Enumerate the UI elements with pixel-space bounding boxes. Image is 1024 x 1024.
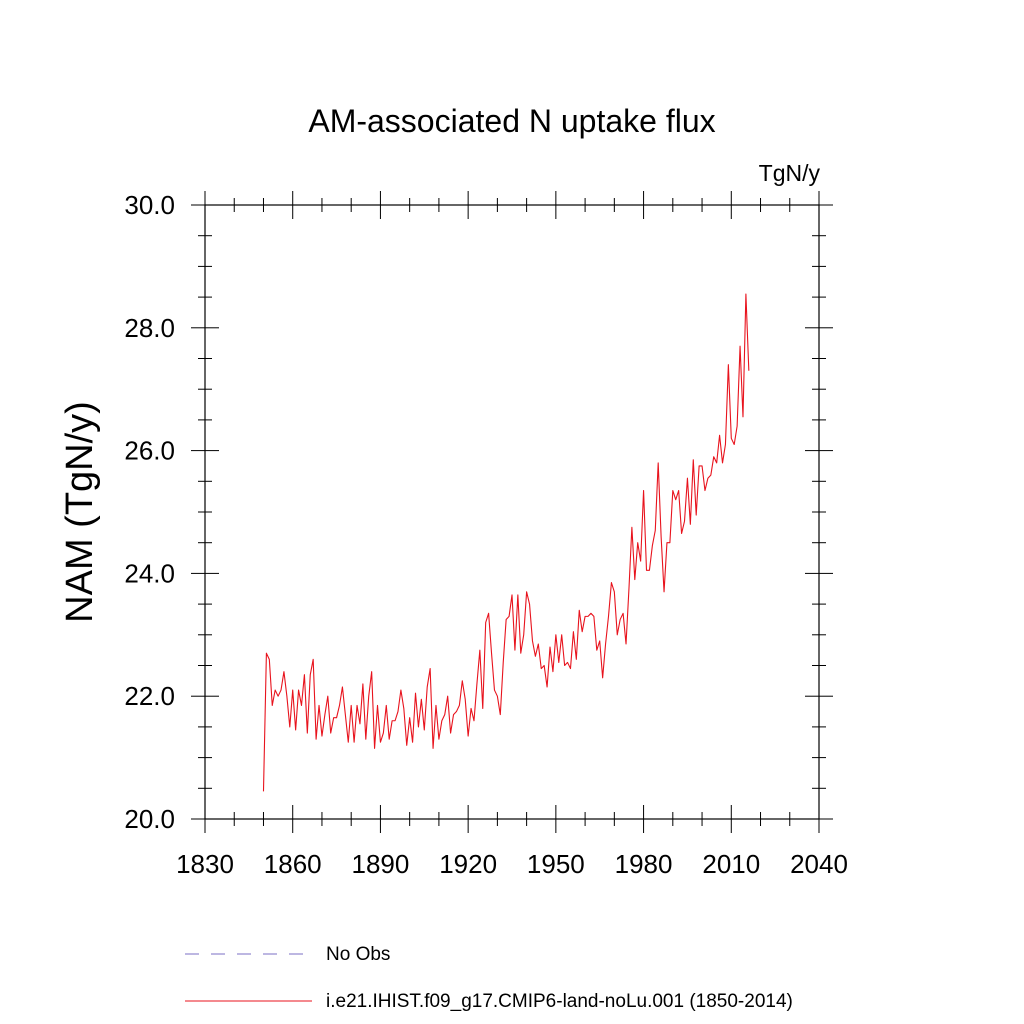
x-tick-label: 1980 xyxy=(615,849,673,879)
y-tick-label: 28.0 xyxy=(124,313,175,343)
y-tick-label: 30.0 xyxy=(124,190,175,220)
x-tick-label: 1950 xyxy=(527,849,585,879)
y-tick-label: 20.0 xyxy=(124,804,175,834)
series-line xyxy=(262,293,750,792)
x-tick-label: 1890 xyxy=(352,849,410,879)
x-tick-label: 1920 xyxy=(439,849,497,879)
plot-frame xyxy=(204,204,820,820)
axis-ticks xyxy=(191,191,833,833)
x-tick-label: 1860 xyxy=(264,849,322,879)
y-tick-label: 22.0 xyxy=(124,681,175,711)
x-tick-label: 2010 xyxy=(702,849,760,879)
legend-label-model: i.e21.IHIST.f09_g17.CMIP6-land-noLu.001 … xyxy=(326,991,793,1012)
legend: No Obs i.e21.IHIST.f09_g17.CMIP6-land-no… xyxy=(185,944,793,1012)
y-tick-labels: 20.0 22.0 24.0 26.0 28.0 30.0 xyxy=(124,190,175,834)
x-tick-label: 2040 xyxy=(790,849,848,879)
y-tick-label: 26.0 xyxy=(124,436,175,466)
y-axis-label: NAM (TgN/y) xyxy=(59,401,101,623)
legend-label-no-obs: No Obs xyxy=(326,944,390,965)
x-tick-labels: 1830 1860 1890 1920 1950 1980 2010 2040 xyxy=(176,849,848,879)
y-tick-label: 24.0 xyxy=(124,558,175,588)
x-tick-label: 1830 xyxy=(176,849,234,879)
units-label: TgN/y xyxy=(759,160,821,186)
chart-title: AM-associated N uptake flux xyxy=(308,103,715,139)
